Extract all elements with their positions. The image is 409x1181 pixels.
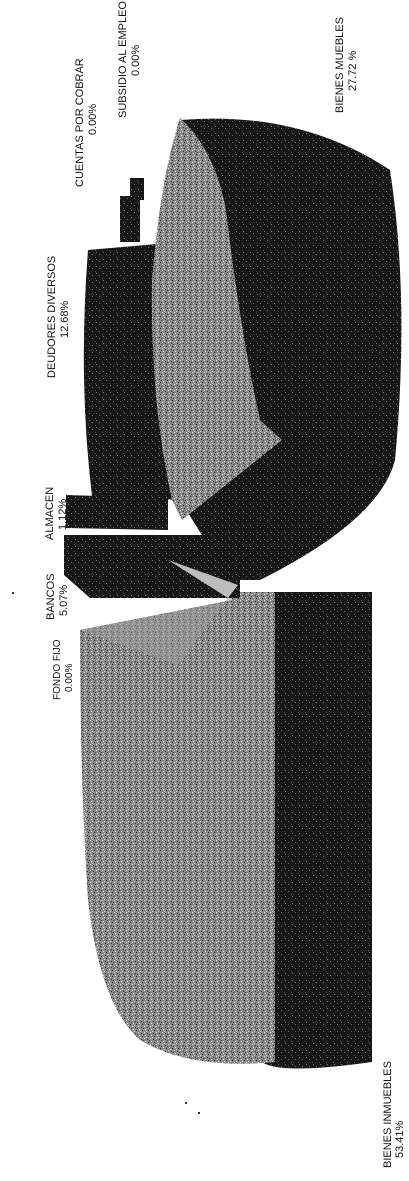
label-bienes-muebles: BIENES MUEBLES 27.72 %: [334, 17, 359, 113]
slice-bancos: [64, 535, 240, 598]
label-bienes-inmuebles: BIENES INMUEBLES 53.41%: [382, 1061, 406, 1168]
scan-dot: [185, 1102, 187, 1104]
label-deudores-diversos-name: DEUDORES DIVERSOS: [46, 256, 58, 378]
slice-cuentas-por-cobrar: [120, 196, 140, 242]
slice-bienes-inmuebles-front: [80, 592, 232, 665]
slice-bienes-muebles-top: [151, 118, 282, 520]
label-deudores-diversos-value: 12.68%: [59, 300, 71, 338]
slice-bancos-side: [64, 535, 240, 598]
slice-bienes-inmuebles-side: [262, 592, 372, 1069]
label-subsidio-al-empleo-name: SUBSIDIO AL EMPLEO: [117, 1, 129, 118]
label-fondo-fijo-name: FONDO FIJO: [52, 639, 63, 700]
slice-almacen-side: [66, 495, 168, 530]
label-subsidio-al-empleo-value: 0.00%: [130, 45, 142, 76]
label-fondo-fijo-value: 0.00%: [64, 664, 75, 692]
label-bancos-value: 5.07%: [58, 585, 70, 616]
label-fondo-fijo: FONDO FIJO 0.00%: [52, 639, 75, 700]
slice-cuentas-por-cobrar-side: [120, 196, 140, 242]
label-subsidio-al-empleo: SUBSIDIO AL EMPLEO 0.00%: [117, 1, 142, 118]
label-bancos-name: BANCOS: [45, 574, 57, 620]
label-bancos: BANCOS 5.07%: [45, 574, 70, 620]
slice-bancos-top: [168, 560, 238, 598]
label-bienes-inmuebles-name: BIENES INMUEBLES: [382, 1061, 394, 1168]
label-deudores-diversos: DEUDORES DIVERSOS 12.68%: [46, 256, 71, 378]
slice-subsidio-al-empleo-side: [130, 178, 144, 200]
scan-dot: [198, 1112, 200, 1114]
scan-dot: [12, 592, 14, 594]
label-almacen-value: 1.12%: [57, 499, 69, 530]
slice-bienes-muebles: [151, 118, 402, 581]
label-cuentas-por-cobrar-value: 0.00%: [87, 104, 99, 135]
label-bienes-inmuebles-value: 53.41%: [394, 1120, 406, 1158]
slice-subsidio-al-empleo: [130, 178, 144, 200]
slice-bienes-inmuebles-top: [80, 592, 275, 1064]
label-almacen-name: ALMACEN: [44, 487, 56, 540]
label-cuentas-por-cobrar-name: CUENTAS POR COBRAR: [74, 58, 86, 187]
label-almacen: ALMACEN 1.12%: [44, 487, 69, 540]
label-bienes-muebles-value: 27.72 %: [347, 50, 359, 91]
label-cuentas-por-cobrar: CUENTAS POR COBRAR 0.00%: [74, 58, 99, 187]
slice-bienes-inmuebles: [80, 592, 372, 1069]
slice-almacen: [66, 495, 168, 530]
scan-noise: [12, 592, 200, 1114]
label-bienes-muebles-name: BIENES MUEBLES: [334, 17, 346, 113]
